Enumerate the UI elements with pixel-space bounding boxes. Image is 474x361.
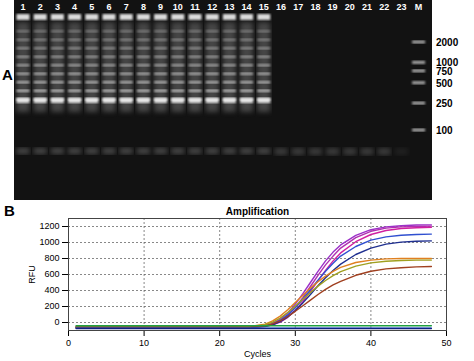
svg-text:19: 19 xyxy=(328,2,338,12)
svg-text:10: 10 xyxy=(173,2,183,12)
svg-text:15: 15 xyxy=(259,2,269,12)
svg-text:1000: 1000 xyxy=(436,57,459,69)
svg-text:21: 21 xyxy=(362,2,372,12)
svg-text:2000: 2000 xyxy=(436,37,459,48)
svg-text:11: 11 xyxy=(190,2,200,12)
svg-text:16: 16 xyxy=(276,2,286,12)
svg-text:1: 1 xyxy=(20,2,25,12)
svg-text:13: 13 xyxy=(224,2,234,12)
svg-text:M: M xyxy=(415,2,423,12)
svg-text:0: 0 xyxy=(66,338,71,348)
svg-text:600: 600 xyxy=(44,269,59,279)
svg-text:200: 200 xyxy=(44,301,59,311)
svg-text:20: 20 xyxy=(345,2,355,12)
svg-text:23: 23 xyxy=(396,2,406,12)
svg-text:500: 500 xyxy=(436,78,453,89)
svg-text:30: 30 xyxy=(290,338,300,348)
svg-text:6: 6 xyxy=(106,2,111,12)
svg-text:22: 22 xyxy=(379,2,389,12)
svg-text:3: 3 xyxy=(55,2,60,12)
svg-text:5: 5 xyxy=(89,2,94,12)
svg-text:18: 18 xyxy=(310,2,320,12)
svg-text:14: 14 xyxy=(242,2,252,12)
svg-text:0: 0 xyxy=(54,317,59,327)
svg-text:2: 2 xyxy=(38,2,43,12)
svg-text:40: 40 xyxy=(366,338,376,348)
svg-text:1000: 1000 xyxy=(39,237,59,247)
svg-text:800: 800 xyxy=(44,253,59,263)
svg-text:12: 12 xyxy=(207,2,217,12)
svg-text:4: 4 xyxy=(72,2,77,12)
svg-text:Cycles: Cycles xyxy=(244,349,272,359)
svg-text:1200: 1200 xyxy=(39,221,59,231)
svg-text:8: 8 xyxy=(141,2,146,12)
html-text:B: B xyxy=(4,202,15,219)
svg-text:20: 20 xyxy=(215,338,225,348)
svg-text:RFU: RFU xyxy=(27,265,37,284)
svg-text:50: 50 xyxy=(441,338,451,348)
svg-text:17: 17 xyxy=(293,2,303,12)
svg-text:A: A xyxy=(2,66,13,83)
svg-text:100: 100 xyxy=(436,125,453,136)
svg-text:250: 250 xyxy=(436,98,453,109)
svg-text:Amplification: Amplification xyxy=(226,206,289,217)
svg-text:400: 400 xyxy=(44,285,59,295)
svg-text:7: 7 xyxy=(124,2,129,12)
svg-text:9: 9 xyxy=(158,2,163,12)
svg-text:750: 750 xyxy=(436,66,453,77)
svg-text:10: 10 xyxy=(139,338,149,348)
